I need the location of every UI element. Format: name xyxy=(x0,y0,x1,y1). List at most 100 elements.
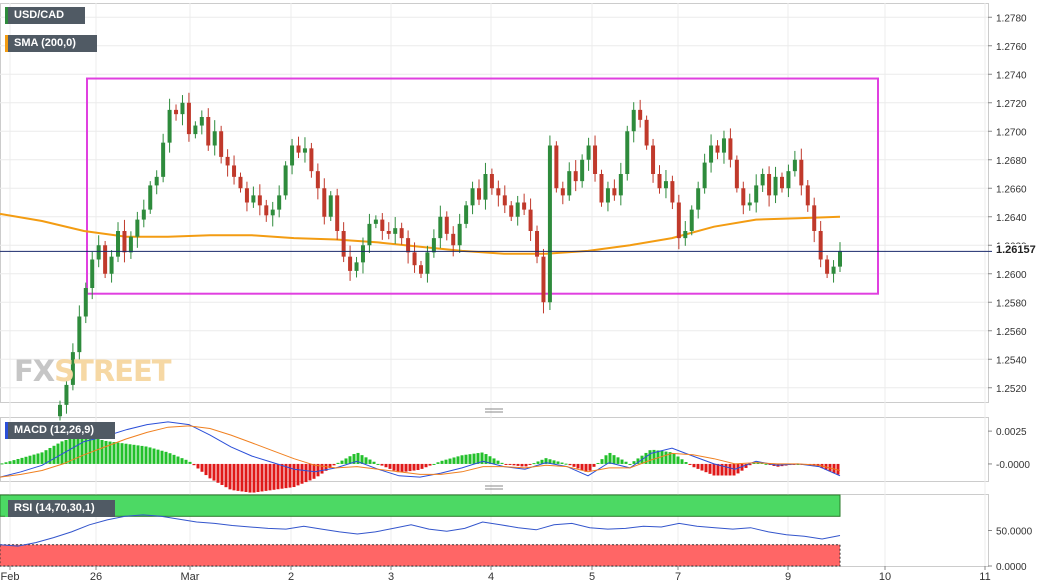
macd-histogram-bar xyxy=(264,463,268,491)
candle-body xyxy=(522,202,527,210)
macd-histogram-bar xyxy=(660,451,664,464)
macd-histogram-bar xyxy=(148,447,152,464)
macd-histogram-bar xyxy=(244,463,248,492)
candle-body xyxy=(696,188,701,210)
macd-histogram-bar xyxy=(468,454,472,464)
macd-histogram-bar xyxy=(424,463,428,468)
candle-body xyxy=(135,219,140,237)
macd-histogram-bar xyxy=(204,463,208,476)
watermark-street: STREET xyxy=(54,354,171,388)
macd-histogram-bar xyxy=(104,440,108,464)
macd-histogram-bar xyxy=(16,458,20,464)
macd-axis: 0.0025 -0.0000 xyxy=(988,427,1030,471)
candle-body xyxy=(328,195,333,217)
candle-body xyxy=(444,216,449,234)
macd-histogram-bar xyxy=(464,454,468,464)
candle-body xyxy=(767,174,772,196)
candle-body xyxy=(373,219,378,224)
candle-body xyxy=(412,252,417,266)
price-tick-label: 1.2700 xyxy=(996,127,1027,138)
macd-histogram-bar xyxy=(704,463,708,473)
macd-histogram-bar xyxy=(540,459,544,464)
candle-body xyxy=(605,188,610,203)
macd-histogram-bar xyxy=(168,453,172,464)
candle-body xyxy=(838,250,842,267)
macd-histogram-bar xyxy=(444,459,448,464)
macd-histogram-bar xyxy=(412,463,416,471)
macd-histogram-bar xyxy=(724,463,728,476)
macd-histogram-bar xyxy=(96,438,100,464)
macd-histogram-bar xyxy=(336,462,340,464)
macd-histogram-bar xyxy=(764,463,768,465)
macd-histogram-bar xyxy=(144,446,148,464)
macd-histogram-bar xyxy=(744,463,748,468)
macd-histogram-bar xyxy=(36,453,40,464)
candle-body xyxy=(779,176,784,189)
last-price-label: 1.26157 xyxy=(996,244,1036,257)
candle-body xyxy=(418,265,423,274)
candle-body xyxy=(251,195,256,203)
macd-histogram-bar xyxy=(324,463,328,471)
macd-histogram-bar xyxy=(172,454,176,464)
candle-body xyxy=(580,159,585,182)
macd-histogram-bar xyxy=(632,461,636,464)
macd-histogram-bar xyxy=(100,440,104,464)
price-tick-label: 1.2540 xyxy=(996,355,1027,366)
candle-body xyxy=(270,209,275,216)
grid-lines xyxy=(0,3,989,567)
macd-histogram-bar xyxy=(340,460,344,464)
time-tick-label: 7 xyxy=(675,571,681,583)
macd-histogram-bar xyxy=(28,455,32,464)
time-tick-label: 10 xyxy=(879,571,891,583)
macd-histogram-bar xyxy=(124,443,128,464)
macd-histogram-bar xyxy=(416,463,420,470)
candle-body xyxy=(167,109,172,143)
time-tick-label: 3 xyxy=(388,571,394,583)
macd-histogram-bar xyxy=(192,463,196,466)
macd-histogram-bar xyxy=(368,459,372,464)
macd-histogram-bar xyxy=(108,441,112,464)
rsi-label[interactable]: RSI (14,70,30,1) xyxy=(5,500,115,517)
macd-label[interactable]: MACD (12,26,9) xyxy=(5,422,115,439)
macd-histogram-bar xyxy=(4,462,8,464)
sma-label[interactable]: SMA (200,0) xyxy=(5,35,97,52)
candle-body xyxy=(509,205,514,217)
candle-body xyxy=(747,202,752,206)
macd-histogram-bar xyxy=(536,461,540,464)
macd-histogram-bar xyxy=(188,461,192,464)
macd-histogram-bar xyxy=(272,463,276,490)
macd-histogram-bar xyxy=(236,463,240,491)
macd-histogram-bar xyxy=(656,450,660,464)
candle-body xyxy=(174,109,179,115)
macd-histogram-bar xyxy=(164,451,168,464)
macd-histogram-bar xyxy=(488,456,492,464)
candle-body xyxy=(638,109,643,120)
macd-histogram-bar xyxy=(116,442,120,464)
candle-body xyxy=(657,174,662,189)
macd-histogram-bar xyxy=(448,458,452,464)
candle-body xyxy=(586,145,591,160)
macd-histogram-bar xyxy=(240,463,244,492)
macd-histogram-bar xyxy=(152,448,156,464)
candle-body xyxy=(728,138,733,160)
macd-histogram-bar xyxy=(180,458,184,464)
candle-body xyxy=(399,228,404,239)
candle-body xyxy=(425,252,430,274)
macd-histogram-bar xyxy=(692,463,696,468)
macd-histogram-bar xyxy=(552,460,556,464)
candle-body xyxy=(83,288,88,317)
macd-histogram-bar xyxy=(604,455,608,464)
macd-histogram-bar xyxy=(420,463,424,469)
macd-histogram-bar xyxy=(84,435,88,464)
macd-histogram-bar xyxy=(284,463,288,489)
rsi-axis: 50.0000 0.0000 xyxy=(988,527,1033,573)
symbol-label[interactable]: USD/CAD xyxy=(5,7,85,24)
macd-histogram-bar xyxy=(112,442,116,464)
macd-histogram-bar xyxy=(136,445,140,464)
candle-body xyxy=(734,159,739,189)
price-tick-label: 1.2580 xyxy=(996,298,1027,309)
macd-histogram-bar xyxy=(520,463,524,467)
macd-histogram-bar xyxy=(616,457,620,464)
price-pane-border xyxy=(0,3,989,403)
macd-histogram-bar xyxy=(300,463,304,484)
